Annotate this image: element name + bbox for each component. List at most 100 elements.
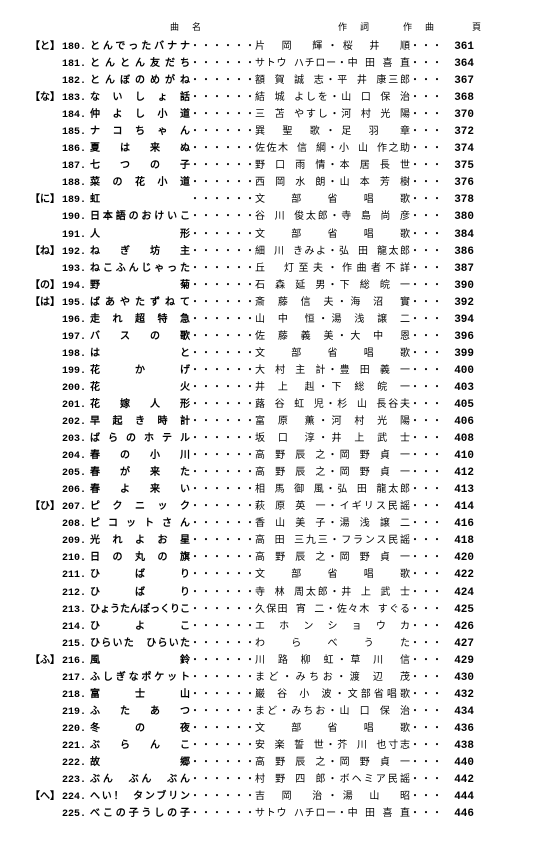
leader-dots: ・・・・・ bbox=[410, 705, 446, 721]
song-index-table: 【と】180.とんでったバナナ・・・・・・・・・・・・・・片 岡 輝・桜 井 順… bbox=[30, 39, 530, 823]
leader-dots: ・・・・・ bbox=[410, 739, 446, 755]
group-label: 【ふ】 bbox=[30, 654, 60, 670]
page-number: 368 bbox=[446, 90, 474, 107]
page-number: 403 bbox=[446, 380, 474, 397]
song-number: 199. bbox=[60, 364, 86, 380]
leader-dots: ・・・・・・・・・・・・・・ bbox=[190, 296, 255, 312]
leader-dots: ・・・・・ bbox=[410, 313, 446, 329]
table-row: 198.はと・・・・・・・・・・・・・・文 部 省 唱 歌・・・・・399 bbox=[30, 346, 530, 363]
page-number: 426 bbox=[446, 619, 474, 636]
table-row: 【に】189.虹・・・・・・・・・・・・・・文 部 省 唱 歌・・・・・378 bbox=[30, 192, 530, 209]
page-number: 438 bbox=[446, 738, 474, 755]
table-row: 【な】183.ないしょ話・・・・・・・・・・・・・・結 城 よしを・山 口 保 … bbox=[30, 90, 530, 107]
song-number: 215. bbox=[60, 637, 86, 653]
leader-dots: ・・・・・ bbox=[410, 603, 446, 619]
song-number: 212. bbox=[60, 586, 86, 602]
song-credit: 文 部 省 唱 歌 bbox=[255, 347, 410, 363]
table-row: 【ひ】207.ピクニック・・・・・・・・・・・・・・萩 原 英 一・イギリス民謡… bbox=[30, 499, 530, 516]
page-number: 442 bbox=[446, 772, 474, 789]
song-number: 219. bbox=[60, 705, 86, 721]
song-title: べこの子うしの子 bbox=[90, 807, 190, 823]
song-title: へい！ タンブリン bbox=[90, 790, 190, 806]
table-row: 202.早起き時計・・・・・・・・・・・・・・富 原 薫・河 村 光 陽・・・・… bbox=[30, 414, 530, 431]
table-row: 219.ふたあつ・・・・・・・・・・・・・・まど・みちお・山 口 保 治・・・・… bbox=[30, 704, 530, 721]
song-credit: 井 上 赳・下 総 皖 一 bbox=[255, 381, 410, 397]
song-credit: 巽 聖 歌・足 羽 章 bbox=[255, 125, 410, 141]
leader-dots: ・・・・・・・・・・・・・・ bbox=[190, 517, 255, 533]
page-number: 412 bbox=[446, 465, 474, 482]
song-number: 213. bbox=[60, 603, 86, 619]
table-row: 204.春の小川・・・・・・・・・・・・・・高 野 辰 之・岡 野 貞 一・・・… bbox=[30, 448, 530, 465]
table-row: 186.夏は来ぬ・・・・・・・・・・・・・・佐佐木 信 綱・小 山 作之助・・・… bbox=[30, 141, 530, 158]
song-credit: 高 野 辰 之・岡 野 貞 一 bbox=[255, 449, 410, 465]
page-number: 425 bbox=[446, 602, 474, 619]
song-credit: 蕗 谷 虹 児・杉 山 長谷夫 bbox=[255, 398, 410, 414]
leader-dots: ・・・・・ bbox=[410, 364, 446, 380]
leader-dots: ・・・・・ bbox=[410, 176, 446, 192]
leader-dots: ・・・・・ bbox=[410, 568, 446, 584]
song-number: 191. bbox=[60, 228, 86, 244]
page-number: 430 bbox=[446, 670, 474, 687]
page-number: 418 bbox=[446, 533, 474, 550]
page-number: 432 bbox=[446, 687, 474, 704]
leader-dots: ・・・・・・・・・・・・・・ bbox=[190, 739, 255, 755]
group-label: 【ひ】 bbox=[30, 500, 60, 516]
leader-dots: ・・・・・ bbox=[410, 517, 446, 533]
song-title: はと bbox=[90, 347, 190, 363]
table-row: 187.七つの子・・・・・・・・・・・・・・野 口 雨 情・本 居 長 世・・・… bbox=[30, 158, 530, 175]
song-number: 203. bbox=[60, 432, 86, 448]
table-row: 214.ひよこ・・・・・・・・・・・・・・エ ホ ン シ ョ ウ カ・・・・・4… bbox=[30, 619, 530, 636]
song-title: 菜の花小道 bbox=[90, 176, 190, 192]
song-credit: 斎 藤 信 夫・海 沼 實 bbox=[255, 296, 410, 312]
leader-dots: ・・・・・ bbox=[410, 483, 446, 499]
song-title: ねぎ坊主 bbox=[90, 245, 190, 261]
table-row: 【ふ】216.風鈴・・・・・・・・・・・・・・川 路 柳 虹・草 川 信・・・・… bbox=[30, 653, 530, 670]
leader-dots: ・・・・・・・・・・・・・・ bbox=[190, 500, 255, 516]
song-credit: 坂 口 淳・井 上 武 士 bbox=[255, 432, 410, 448]
song-credit: 西 岡 水 朗・山 本 芳 樹 bbox=[255, 176, 410, 192]
col-lyric: 作 詞 bbox=[338, 20, 371, 33]
table-row: 199.花かげ・・・・・・・・・・・・・・大 村 主 計・豊 田 義 一・・・・… bbox=[30, 363, 530, 380]
song-credit: まど・みちお・山 口 保 治 bbox=[255, 705, 410, 721]
page-number: 392 bbox=[446, 295, 474, 312]
song-title: 花かげ bbox=[90, 364, 190, 380]
song-credit: 久保田 宵 二・佐々木 すぐる bbox=[255, 603, 410, 619]
song-title: バスの歌 bbox=[90, 330, 190, 346]
song-number: 211. bbox=[60, 568, 86, 584]
song-credit: 富 原 薫・河 村 光 陽 bbox=[255, 415, 410, 431]
leader-dots: ・・・・・・・・・・・・・・ bbox=[190, 125, 255, 141]
leader-dots: ・・・・・ bbox=[410, 245, 446, 261]
song-number: 200. bbox=[60, 381, 86, 397]
leader-dots: ・・・・・ bbox=[410, 108, 446, 124]
leader-dots: ・・・・・ bbox=[410, 773, 446, 789]
song-credit: 文 部 省 唱 歌 bbox=[255, 722, 410, 738]
song-number: 201. bbox=[60, 398, 86, 414]
song-number: 182. bbox=[60, 74, 86, 90]
leader-dots: ・・・・・ bbox=[410, 432, 446, 448]
song-title: 光れよお星 bbox=[90, 534, 190, 550]
leader-dots: ・・・・・ bbox=[410, 125, 446, 141]
song-number: 204. bbox=[60, 449, 86, 465]
song-title: ぶらんこ bbox=[90, 739, 190, 755]
leader-dots: ・・・・・・・・・・・・・・ bbox=[190, 432, 255, 448]
song-title: 故郷 bbox=[90, 756, 190, 772]
page-number: 386 bbox=[446, 244, 474, 261]
song-credit: 寺 林 周太郎・井 上 武 士 bbox=[255, 586, 410, 602]
page-number: 424 bbox=[446, 585, 474, 602]
table-row: 213.ひょうたんぽっくりこ・・・・・・・・・・・・・・久保田 宵 二・佐々木 … bbox=[30, 602, 530, 619]
song-number: 214. bbox=[60, 620, 86, 636]
table-row: 【は】195.ばあやたずねて・・・・・・・・・・・・・・斎 藤 信 夫・海 沼 … bbox=[30, 295, 530, 312]
song-credit: エ ホ ン シ ョ ウ カ bbox=[255, 620, 410, 636]
table-row: 188.菜の花小道・・・・・・・・・・・・・・西 岡 水 朗・山 本 芳 樹・・… bbox=[30, 175, 530, 192]
leader-dots: ・・・・・・・・・・・・・・ bbox=[190, 637, 255, 653]
leader-dots: ・・・・・ bbox=[410, 722, 446, 738]
leader-dots: ・・・・・・・・・・・・・・ bbox=[190, 57, 255, 73]
page-number: 422 bbox=[446, 567, 474, 584]
table-row: 215.ひらいた ひらいた・・・・・・・・・・・・・・わ ら べ う た・・・・… bbox=[30, 636, 530, 653]
page-number: 408 bbox=[446, 431, 474, 448]
leader-dots: ・・・・・・・・・・・・・・ bbox=[190, 790, 255, 806]
group-label: 【へ】 bbox=[30, 790, 60, 806]
song-title: ねこふんじゃった bbox=[90, 262, 190, 278]
group-label: 【ね】 bbox=[30, 245, 60, 261]
page-number: 375 bbox=[446, 158, 474, 175]
